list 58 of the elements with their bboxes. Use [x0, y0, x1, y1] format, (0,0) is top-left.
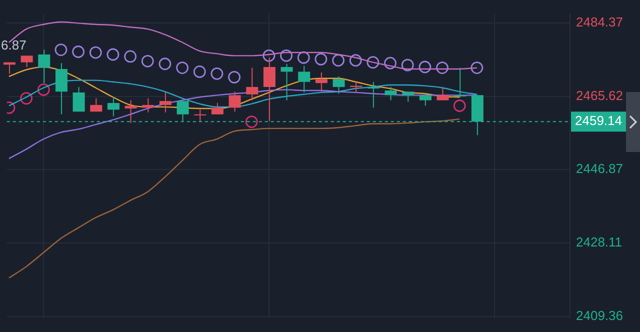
point — [280, 49, 292, 62]
candlestick — [384, 86, 397, 101]
candlestick — [72, 86, 85, 112]
candlestick — [211, 102, 224, 115]
candlestick — [194, 109, 206, 122]
candlestick — [298, 65, 310, 93]
candlestick — [228, 91, 241, 112]
candlestick — [20, 55, 33, 68]
candlestick — [315, 72, 328, 92]
candlestick — [142, 98, 154, 113]
point — [37, 84, 50, 96]
point — [176, 62, 188, 74]
candlestick — [159, 92, 172, 113]
y-tick-label: 2446.87 — [576, 161, 623, 176]
point — [401, 58, 414, 72]
ref-line-label: 2459.14 — [575, 113, 622, 128]
point — [245, 116, 258, 128]
candlestick — [246, 67, 258, 101]
candlestick — [38, 49, 50, 84]
y-tick-label: 2428.11 — [576, 234, 622, 250]
candlestick — [107, 96, 120, 117]
candlestick — [367, 81, 380, 108]
point — [436, 62, 448, 74]
point — [314, 52, 328, 66]
candlestick — [124, 100, 137, 124]
point — [384, 56, 396, 70]
candlestick — [454, 67, 466, 98]
line-series — [8, 118, 460, 278]
candlestick — [90, 98, 102, 112]
point — [124, 50, 136, 63]
point — [453, 100, 466, 112]
y-tick-label: 2465.62 — [576, 88, 623, 103]
point — [106, 48, 120, 61]
point — [349, 54, 362, 67]
candlestick — [402, 91, 414, 102]
y-tick-label: 2484.37 — [576, 14, 623, 30]
candlestick — [419, 94, 432, 106]
point — [158, 58, 172, 70]
candlestick — [280, 63, 293, 101]
point — [20, 92, 33, 105]
y-tick-label: 2409.36 — [576, 308, 623, 323]
point — [89, 46, 102, 59]
point — [193, 66, 206, 78]
point — [72, 46, 85, 58]
point — [228, 70, 240, 84]
point — [141, 54, 154, 68]
candlestick — [332, 76, 345, 94]
point — [54, 44, 68, 56]
point — [418, 60, 432, 74]
annotation: 6.87 — [1, 38, 26, 53]
candlestick — [55, 62, 68, 115]
point — [210, 67, 224, 80]
point — [332, 54, 344, 67]
point — [470, 62, 484, 74]
point — [262, 49, 276, 62]
candlestick — [436, 88, 449, 101]
point — [366, 56, 380, 69]
point — [297, 51, 310, 64]
